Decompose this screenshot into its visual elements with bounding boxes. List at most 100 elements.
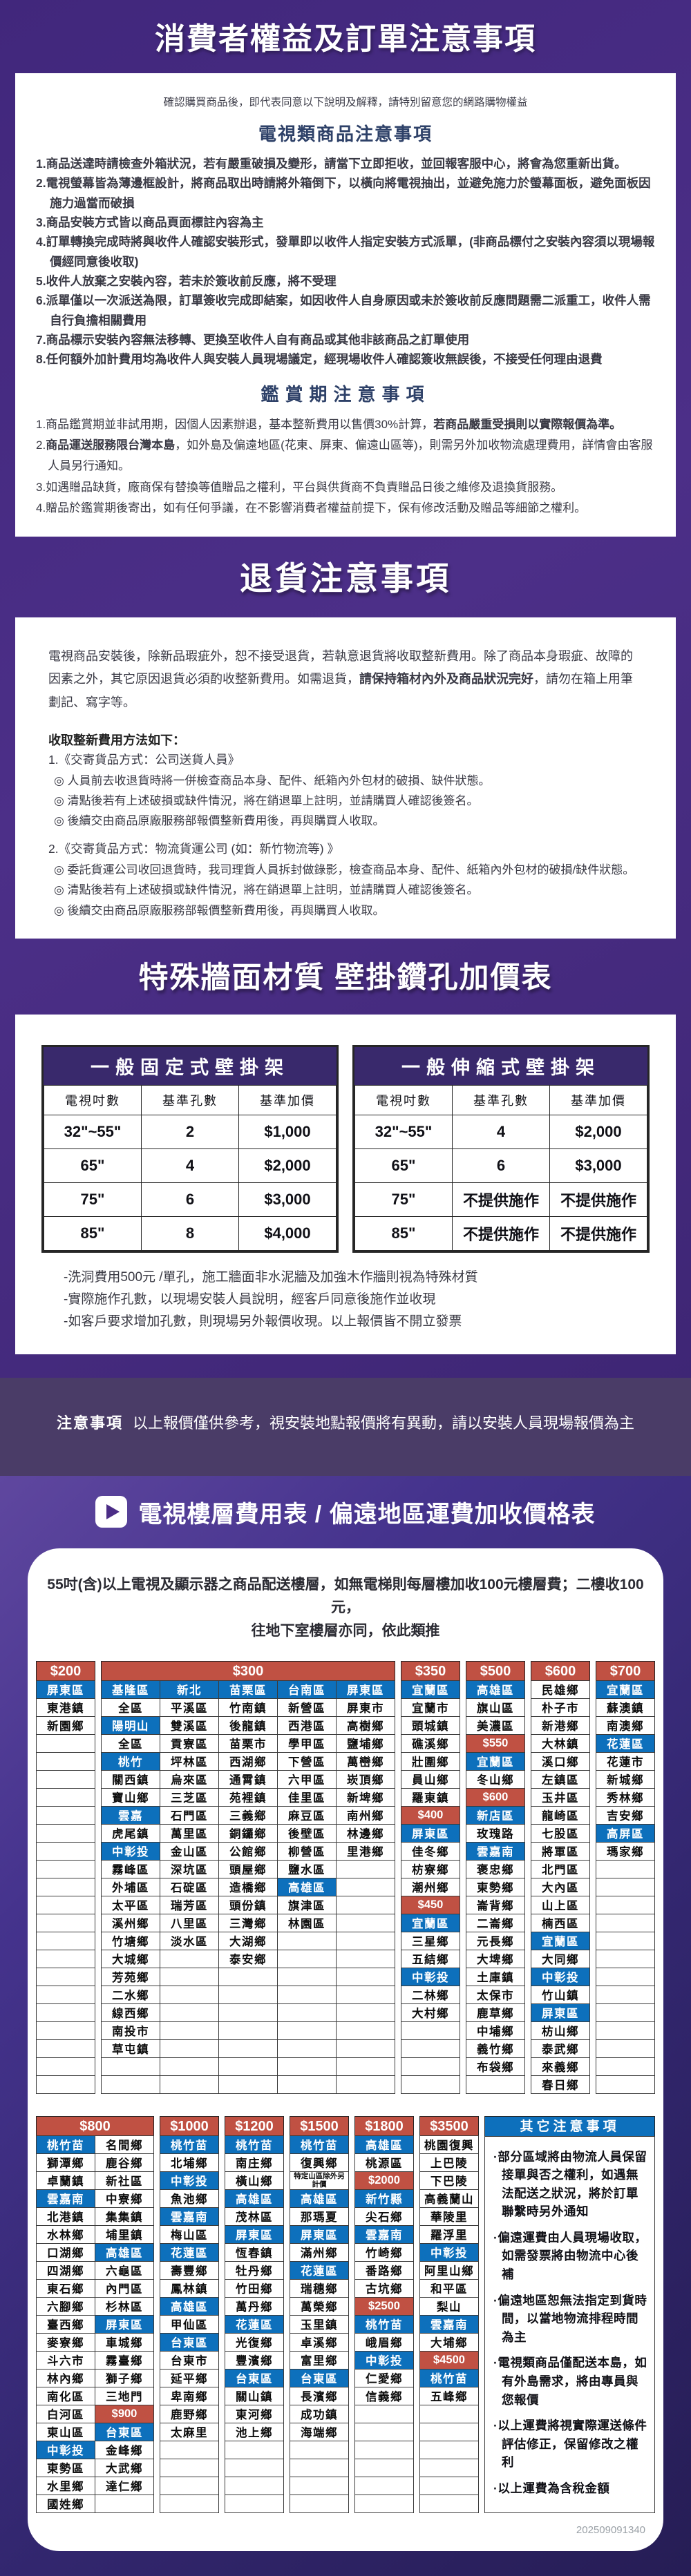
fee-empty-cell — [160, 2476, 219, 2495]
fee-empty-cell — [419, 2404, 479, 2423]
fee-region-header-cell: 中彰投 — [101, 1841, 160, 1861]
fee-empty-cell — [277, 1949, 337, 1968]
freight-card: 55吋(含)以上電視及顯示器之商品配送樓層，如無電梯則每層樓加收100元樓層費；… — [28, 1548, 663, 2551]
fee-empty-cell — [290, 2458, 349, 2477]
fee-price-header: $200 — [36, 1660, 95, 1682]
floor-fee-intro: 55吋(含)以上電視及顯示器之商品配送樓層，如無電梯則每層樓加收100元樓層費；… — [47, 1576, 644, 1639]
fee-area-cell: 線西鄉 — [101, 2003, 160, 2022]
fee-empty-cell — [336, 1913, 395, 1932]
fee-area-cell: 全區 — [101, 1698, 160, 1717]
fee-area-cell: 竹塘鄉 — [101, 1931, 160, 1950]
trial-items-list: 1.商品鑑賞期並非試用期，因個人因素辦退，基本整新費用以售價30%計算，若商品嚴… — [36, 414, 655, 519]
fee-region-header-cell: 中彰投 — [36, 2440, 95, 2459]
fee-region-header-cell: 中彰投 — [401, 1967, 460, 1986]
fee-price-header: $3500 — [419, 2115, 479, 2137]
fee-area-cell: 華陵里 — [419, 2207, 479, 2226]
mount-cell: 65" — [44, 1148, 142, 1183]
other-note-item: ·以上運費將視實際運送條件評估修正，保留修改之權利 — [493, 2419, 647, 2470]
fee-area-cell: 西湖鄉 — [218, 1751, 278, 1771]
fee-region-header-cell: 屏東區 — [36, 1680, 95, 1699]
fee-area-cell: 平溪區 — [160, 1698, 219, 1717]
fee-column-group: $1500 桃竹苗 復興鄉 特定山區除外另計價 高雄區 那瑪夏 屏東區 滿州鄉 花蓮區 瑞穗鄉 萬榮… — [290, 2115, 349, 2513]
fee-empty-cell — [596, 1877, 655, 1896]
fee-empty-cell — [336, 1985, 395, 2004]
fee-price-cell: $450 — [401, 1895, 460, 1914]
fee-area-cell: 茂林區 — [225, 2207, 284, 2226]
mount-col-header: 基準加價 — [238, 1084, 337, 1115]
fee-area-cell: 旗津區 — [277, 1895, 337, 1914]
mount-cell: 65" — [354, 1148, 453, 1183]
fee-empty-cell — [336, 1967, 395, 1986]
fee-empty-cell — [160, 2057, 219, 2076]
fee-region-header-cell: 高雄區 — [225, 2189, 284, 2208]
fee-area-cell: 恆春鎮 — [225, 2242, 284, 2262]
fee-area-cell: 瑞芳區 — [160, 1895, 219, 1914]
return-band-title: 退貨注意事項 — [240, 560, 451, 597]
fee-empty-cell — [290, 2476, 349, 2495]
fee-empty-cell — [36, 2039, 95, 2058]
mount-cell: 不提供施作 — [452, 1182, 550, 1217]
fee-column-group: $1800 高雄區 桃源區 $2000 新竹縣 尖石鄉 雲嘉南 竹崎鄉 番路鄉 古坑鄉 $2500 桃… — [354, 2115, 414, 2513]
fee-price-header: $1500 — [290, 2115, 349, 2137]
fee-region-header-cell: 台東區 — [290, 2368, 349, 2387]
fee-empty-cell — [36, 1877, 95, 1896]
fee-area-cell: 霧峰區 — [101, 1859, 160, 1878]
fee-region-header-cell: 桃竹苗 — [290, 2135, 349, 2154]
fee-area-cell: 泰安鄉 — [218, 1949, 278, 1968]
fee-area-cell: 仁愛鄉 — [354, 2368, 414, 2387]
mount-cell: $2,000 — [238, 1148, 337, 1183]
mount-cell: 2 — [141, 1114, 239, 1149]
fee-empty-cell — [160, 2494, 219, 2513]
fee-area-cell: 峨眉鄉 — [354, 2332, 414, 2352]
fee-area-cell: 南州鄉 — [336, 1805, 395, 1825]
wall-mount-tables: 一般固定式壁掛架 電視吋數 基準孔數 基準加價 32"~55" 2 $1,000 65" 4 $2… — [36, 1044, 655, 1253]
mount-cell: $3,000 — [549, 1148, 647, 1183]
fee-empty-cell — [354, 2404, 414, 2423]
fee-area-cell: 雙溪區 — [160, 1715, 219, 1735]
mount-cell: 8 — [141, 1215, 239, 1251]
fee-area-cell: 海端鄉 — [290, 2422, 349, 2441]
refurbish-method-title: 收取整新費用方法如下： — [48, 733, 185, 747]
freight-table-1: $200 屏東區 東港鎮 新園鄉 $300 基隆區 全區 陽明山 全區 桃竹 關西鎮 寶山鄉 雲嘉 虎尾鎮… — [36, 1660, 655, 2094]
fee-area-cell: 二水鄉 — [101, 1985, 160, 2004]
mount-cell: 6 — [452, 1148, 550, 1183]
fee-region-header-cell: 桃竹苗 — [225, 2135, 284, 2154]
fee-empty-cell — [160, 2003, 219, 2022]
fee-area-cell: 竹田鄉 — [225, 2278, 284, 2298]
fee-empty-cell — [336, 2021, 395, 2040]
other-note-item: ·以上運費為含稅金額 — [493, 2481, 610, 2495]
fee-area-cell: 玉井區 — [531, 1787, 590, 1807]
fee-empty-cell — [36, 1751, 95, 1771]
list-item: ◎ 人員前去收退貨時將一併檢查商品本身、配件、紙箱內外包材的破損、缺件狀態。 — [54, 773, 491, 787]
trial-period-header: 鑑賞期注意事項 — [261, 383, 430, 405]
fee-empty-cell — [225, 2440, 284, 2459]
fee-area-cell: 東石鄉 — [36, 2278, 95, 2298]
return-notice-card: 電視商品安裝後，除新品瑕疵外，恕不接受退貨，若執意退貨將收取整新費用。除了商品本… — [15, 617, 676, 939]
mount-col-header: 電視吋數 — [44, 1084, 142, 1115]
fee-empty-cell — [36, 1787, 95, 1807]
fee-column-group: $500 高雄區 旗山區 美濃區 $550 宜蘭區 冬山鄉 $600 新店區 玫瑰路 雲嘉南 褒忠鄉東… — [466, 1660, 525, 2094]
fee-empty-cell — [36, 1967, 95, 1986]
fee-region-header-cell: 雲嘉南 — [160, 2207, 219, 2226]
fee-empty-cell — [596, 2039, 655, 2058]
fee-area-cell: 草屯鎮 — [101, 2039, 160, 2058]
mount-cell: $3,000 — [238, 1182, 337, 1217]
fee-empty-cell — [419, 2494, 479, 2513]
mount-cell: 85" — [44, 1215, 142, 1251]
fee-column: 高雄區 桃源區 $2000 新竹縣 尖石鄉 雲嘉南 竹崎鄉 番路鄉 古坑鄉 $2500 桃竹苗 峨眉鄉… — [354, 2135, 414, 2513]
fee-empty-cell — [596, 1895, 655, 1914]
fee-region-header-cell: 花蓮區 — [596, 1733, 655, 1753]
fee-note-cell: 特定山區除外另計價 — [290, 2171, 349, 2190]
fee-area-cell: 北港鎮 — [36, 2207, 95, 2226]
fee-empty-cell — [36, 2021, 95, 2040]
fee-area-cell: 萬巒鄉 — [336, 1751, 395, 1771]
fee-area-cell: 牡丹鄉 — [225, 2260, 284, 2280]
fee-column-group: $3500 桃園復興 上巴陵 下巴陵 高義蘭山 華陵里 羅浮里 中彰投 阿里山鄉 和平區 梨山 雲嘉南… — [419, 2115, 479, 2513]
fee-area-cell: 北門區 — [531, 1859, 590, 1878]
mount-col-header: 電視吋數 — [354, 1084, 453, 1115]
fee-area-cell: 新港鄉 — [531, 1715, 590, 1735]
fee-region-header-cell: 桃竹苗 — [354, 2314, 414, 2334]
fee-area-cell: 鹿草鄉 — [466, 2003, 525, 2022]
fee-area-cell: 麻豆區 — [277, 1805, 337, 1825]
fee-area-cell: 下巴陵 — [419, 2171, 479, 2190]
